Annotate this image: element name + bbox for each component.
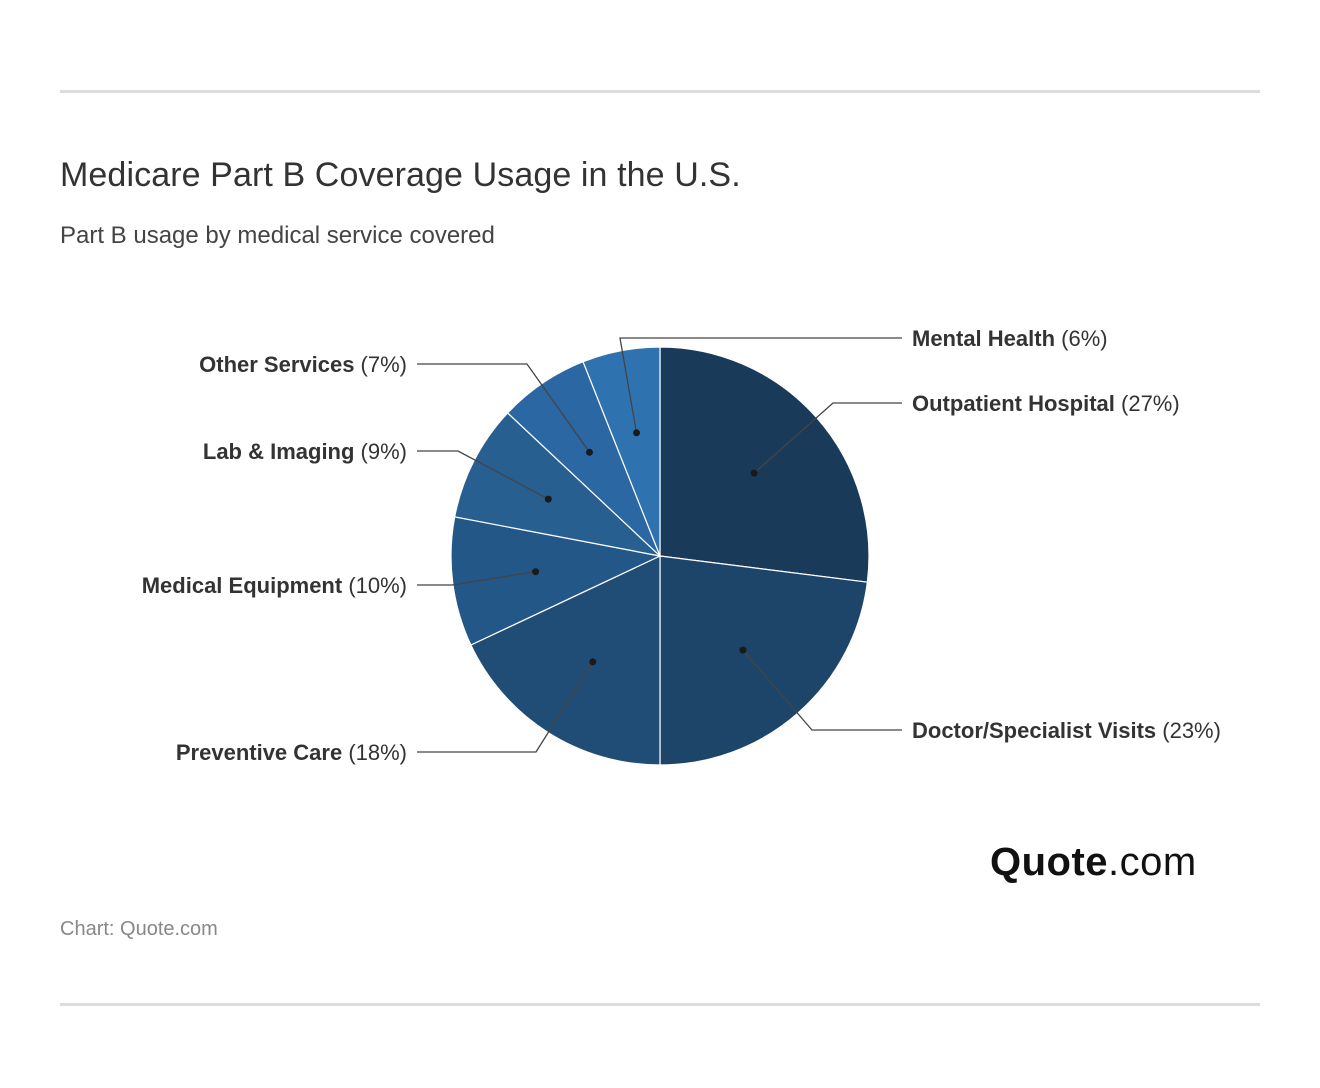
chart-subtitle: Part B usage by medical service covered bbox=[60, 222, 495, 249]
slice-label-name: Mental Health bbox=[912, 326, 1055, 351]
slice-label-name: Other Services bbox=[199, 352, 354, 377]
slice-label-name: Medical Equipment bbox=[142, 573, 343, 598]
leader-dot-medical-equipment bbox=[532, 568, 540, 576]
leader-line-mental-health bbox=[619, 337, 902, 433]
leader-dot-preventive-care bbox=[589, 658, 597, 666]
pie-slice-doctor-specialist-visits bbox=[659, 555, 869, 766]
chart-source: Chart: Quote.com bbox=[60, 918, 218, 940]
slice-label-lab-imaging: Lab & Imaging (9%) bbox=[203, 439, 407, 464]
pie-slice-medical-equipment bbox=[450, 516, 662, 646]
pie-slice-lab-imaging bbox=[453, 412, 662, 557]
slice-label-name: Lab & Imaging bbox=[203, 439, 355, 464]
leader-dot-mental-health bbox=[633, 429, 640, 437]
slice-label-outpatient-hospital: Outpatient Hospital (27%) bbox=[912, 391, 1180, 416]
leader-line-outpatient-hospital bbox=[753, 402, 902, 474]
quote-com-logo: Quote.com bbox=[990, 840, 1197, 885]
slice-label-percent: (7%) bbox=[354, 352, 407, 377]
pie-slice-mental-health bbox=[582, 346, 661, 557]
logo-tld: .com bbox=[1108, 840, 1197, 884]
leader-line-medical-equipment bbox=[417, 571, 536, 586]
slice-label-percent: (6%) bbox=[1055, 326, 1108, 351]
leader-line-lab-imaging bbox=[417, 450, 549, 500]
leader-line-other-services bbox=[417, 363, 591, 453]
slice-label-doctor-specialist-visits: Doctor/Specialist Visits (23%) bbox=[912, 718, 1221, 743]
top-divider bbox=[60, 90, 1260, 93]
leader-dot-other-services bbox=[586, 448, 593, 456]
slice-label-percent: (9%) bbox=[354, 439, 407, 464]
logo-brand: Quote bbox=[990, 840, 1109, 884]
slice-label-name: Outpatient Hospital bbox=[912, 391, 1115, 416]
slice-labels: Outpatient Hospital (27%) Doctor/Speciali… bbox=[142, 326, 1221, 765]
slice-label-name: Doctor/Specialist Visits bbox=[912, 718, 1156, 743]
slice-label-percent: (18%) bbox=[342, 740, 407, 765]
slice-label-other-services: Other Services (7%) bbox=[199, 352, 407, 377]
leader-dot-lab-imaging bbox=[544, 495, 552, 503]
slice-label-percent: (10%) bbox=[342, 573, 407, 598]
leader-line-preventive-care bbox=[417, 661, 594, 753]
slice-label-preventive-care: Preventive Care (18%) bbox=[176, 740, 407, 765]
slice-label-percent: (27%) bbox=[1115, 391, 1180, 416]
slice-label-mental-health: Mental Health (6%) bbox=[912, 326, 1108, 351]
leader-lines bbox=[417, 337, 902, 753]
slice-label-medical-equipment: Medical Equipment (10%) bbox=[142, 573, 407, 598]
leader-line-doctor-specialist-visits bbox=[742, 649, 902, 731]
leader-dot-outpatient-hospital bbox=[750, 469, 758, 477]
slice-label-name: Preventive Care bbox=[176, 740, 342, 765]
leader-dot-doctor-specialist-visits bbox=[739, 646, 747, 654]
bottom-divider bbox=[60, 1003, 1260, 1006]
slice-label-percent: (23%) bbox=[1156, 718, 1221, 743]
pie-slices bbox=[450, 346, 870, 766]
chart-title: Medicare Part B Coverage Usage in the U.… bbox=[60, 156, 741, 194]
